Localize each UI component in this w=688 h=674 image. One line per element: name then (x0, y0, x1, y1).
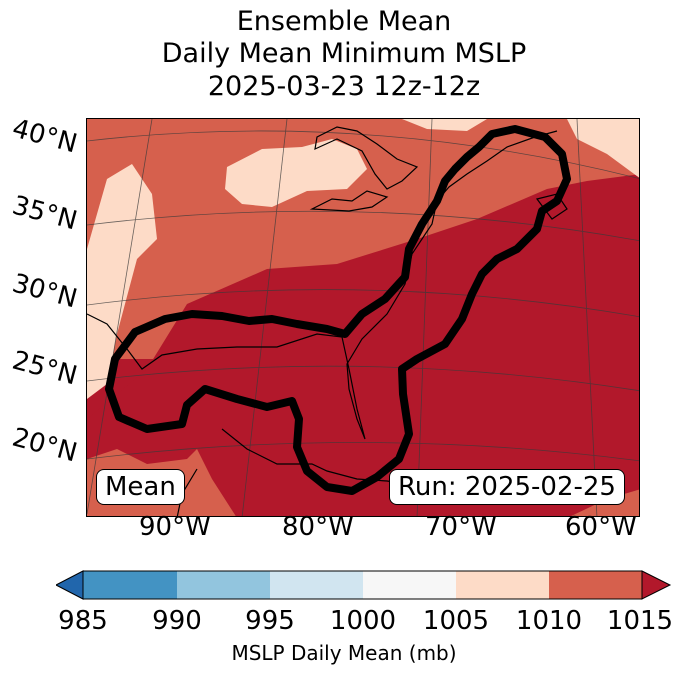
lat-label-40n: 40°N (9, 113, 81, 160)
mean-label: Mean (96, 469, 185, 505)
lat-label-20n: 20°N (9, 422, 81, 469)
colorbar-tick-990: 990 (152, 606, 202, 636)
colorbar-tick-995: 995 (245, 606, 295, 636)
colorbar-frame (82, 570, 643, 600)
lat-label-25n: 25°N (9, 345, 81, 392)
mslp-1005-1010-north (402, 119, 487, 131)
map-svg (87, 119, 639, 516)
title-line-3: 2025-03-23 12z-12z (207, 71, 481, 102)
title-line-2: Daily Mean Minimum MSLP (161, 38, 527, 69)
colorbar-bin-985-990 (83, 571, 177, 599)
mslp-1005-1010-northeast (567, 119, 639, 178)
colorbar-bin-990-995 (177, 571, 270, 599)
mslp-1005-1010-great-lakes (225, 139, 367, 207)
lon-label-70w: 70°W (425, 512, 497, 542)
colorbar-bin-995-1000 (270, 571, 363, 599)
colorbar-bin-1010-1015 (549, 571, 642, 599)
mean-contour (105, 125, 571, 495)
colorbar-tick-1015: 1015 (606, 606, 674, 636)
lon-label-80w: 80°W (282, 512, 354, 542)
colorbar-tick-1000: 1000 (329, 606, 397, 636)
lon-label-90w: 90°W (139, 512, 211, 542)
lat-label-30n: 30°N (9, 268, 81, 315)
colorbar-tick-985: 985 (58, 606, 108, 636)
title-line-1: Ensemble Mean (236, 6, 452, 37)
colorbar (56, 570, 672, 600)
run-label: Run: 2025-02-25 (389, 469, 625, 505)
colorbar-tick-1010: 1010 (515, 606, 583, 636)
coastlines (87, 126, 568, 516)
colorbar-bin-1000-1005 (363, 571, 456, 599)
colorbar-bin-1005-1010 (456, 571, 549, 599)
map-panel: Mean Run: 2025-02-25 (86, 118, 640, 517)
colorbar-tick-1005: 1005 (422, 606, 490, 636)
lon-label-60w: 60°W (565, 512, 637, 542)
colorbar-extend-low (56, 570, 84, 600)
colorbar-extend-high (641, 570, 672, 600)
lat-label-35n: 35°N (9, 190, 81, 237)
colorbar-label: MSLP Daily Mean (mb) (231, 641, 457, 665)
